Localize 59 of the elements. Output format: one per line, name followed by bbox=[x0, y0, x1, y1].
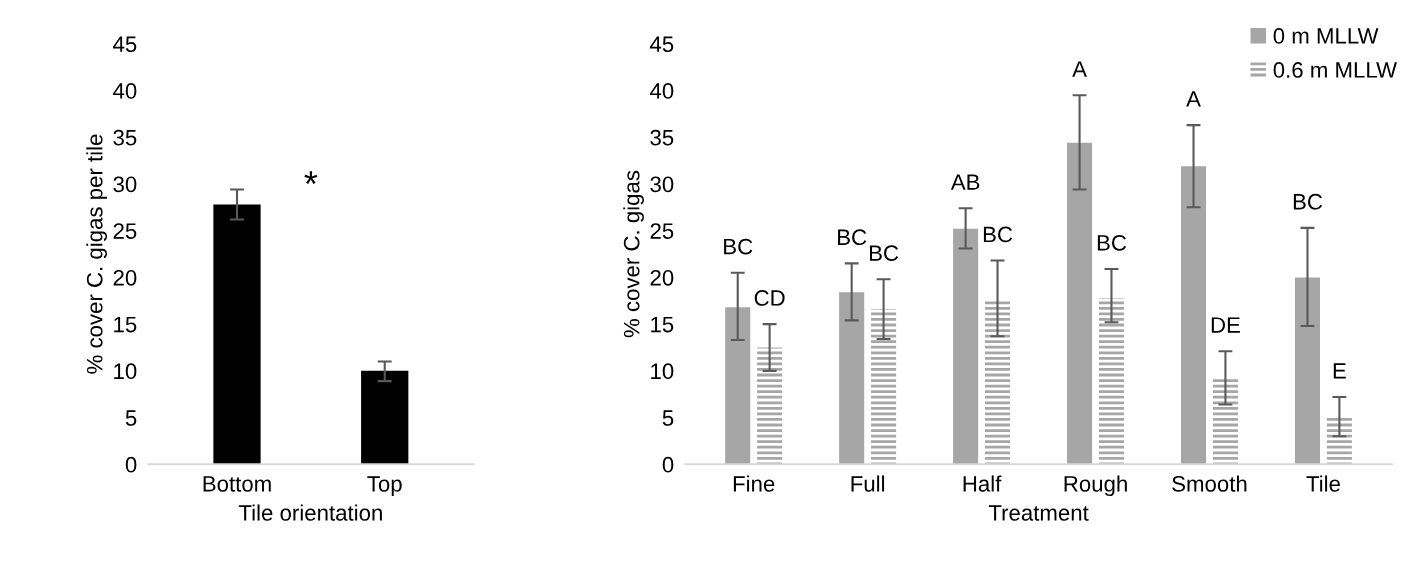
bar bbox=[871, 309, 897, 465]
data-label: DE bbox=[1211, 317, 1240, 333]
x-tick-label: Full bbox=[851, 475, 885, 492]
bar bbox=[953, 228, 979, 465]
y-tick-label: 10 bbox=[114, 363, 137, 380]
y-tick-label: 45 bbox=[649, 36, 674, 53]
bar bbox=[1067, 142, 1093, 465]
y-tick-label: 5 bbox=[125, 410, 137, 426]
data-label: BC bbox=[838, 229, 867, 246]
annotation: * bbox=[304, 171, 318, 184]
bar bbox=[1294, 277, 1321, 465]
bar bbox=[985, 298, 1011, 465]
bar bbox=[725, 307, 751, 465]
y-tick-label: 5 bbox=[662, 410, 674, 426]
data-label: BC bbox=[1097, 234, 1127, 251]
data-label: BC bbox=[983, 226, 1013, 243]
y-tick-label: 0 bbox=[125, 456, 137, 473]
data-label: BC bbox=[869, 245, 899, 261]
data-label: A bbox=[1072, 61, 1087, 77]
y-tick-label: 40 bbox=[113, 83, 137, 99]
data-label: BC bbox=[724, 238, 753, 255]
data-label: A bbox=[1186, 91, 1201, 107]
data-label: BC bbox=[1293, 193, 1323, 210]
y-axis-title: % cover C. gigas per tile bbox=[86, 134, 107, 374]
y-tick-label: 0 bbox=[662, 456, 674, 473]
y-axis-title: % cover C. gigas bbox=[623, 170, 644, 338]
bar bbox=[757, 347, 783, 465]
x-tick-label: Half bbox=[963, 475, 1002, 492]
x-tick-label: Fine bbox=[733, 475, 775, 492]
y-tick-label: 20 bbox=[650, 269, 674, 286]
bar bbox=[1326, 417, 1352, 465]
x-axis-title: Tile orientation bbox=[238, 504, 382, 521]
legend-label: 0 m MLLW bbox=[1273, 28, 1379, 44]
y-tick-label: 30 bbox=[113, 176, 137, 193]
y-tick-label: 35 bbox=[113, 129, 137, 146]
y-tick-label: 40 bbox=[649, 83, 674, 99]
y-tick-label: 15 bbox=[651, 316, 674, 333]
bar bbox=[1212, 378, 1238, 465]
data-label: E bbox=[1333, 363, 1346, 379]
bar bbox=[839, 292, 865, 465]
x-axis-title: Treatment bbox=[988, 505, 1089, 521]
y-tick-label: 20 bbox=[113, 269, 137, 286]
bar bbox=[1098, 297, 1125, 465]
bar bbox=[1180, 166, 1207, 465]
y-tick-label: 30 bbox=[650, 176, 674, 193]
y-tick-label: 25 bbox=[113, 223, 137, 239]
x-tick-label: Tile bbox=[1306, 475, 1340, 492]
y-tick-label: 45 bbox=[113, 36, 137, 53]
y-tick-label: 10 bbox=[651, 363, 674, 380]
x-tick-label: Bottom bbox=[203, 476, 271, 492]
data-label: CD bbox=[754, 290, 785, 306]
x-tick-label: Smooth bbox=[1172, 475, 1247, 492]
x-tick-label: Rough bbox=[1064, 475, 1127, 497]
legend-label: 0.6 m MLLW bbox=[1273, 62, 1397, 78]
data-label: AB bbox=[950, 174, 980, 190]
y-tick-label: 15 bbox=[114, 316, 137, 333]
y-tick-label: 35 bbox=[650, 129, 674, 146]
y-tick-label: 25 bbox=[650, 223, 674, 239]
x-tick-label: Top bbox=[367, 476, 402, 497]
